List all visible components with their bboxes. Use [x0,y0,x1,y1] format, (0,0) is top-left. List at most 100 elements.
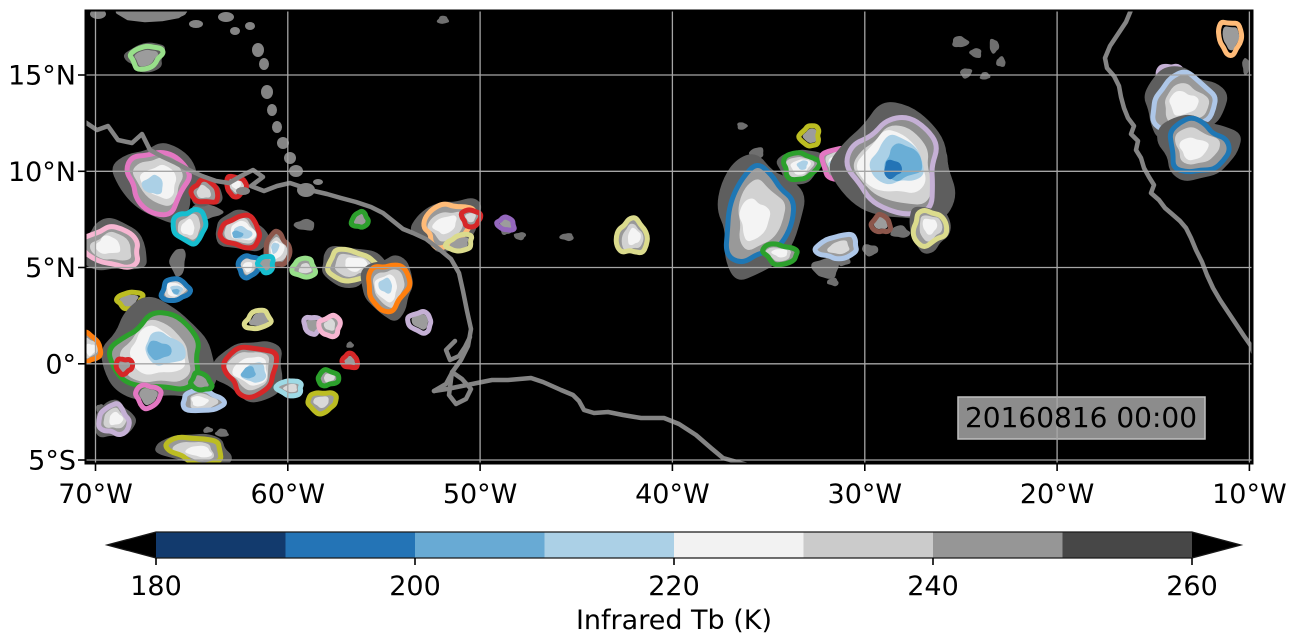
cluster-tb-fill [191,395,209,407]
island [284,152,296,164]
cluster-track-contour [289,255,319,280]
cluster-tb-fill [378,277,393,294]
cluster-tb-fill [411,314,429,330]
coastline [85,119,474,394]
cluster-tb-fill [95,235,121,254]
tracked-cluster [316,312,343,340]
tracked-cluster [273,378,304,399]
cluster-tb-fill [193,375,209,388]
cluster-track-contour [339,350,361,371]
y-tick-label: 5°N [25,253,76,284]
cluster-track-contour [273,378,304,399]
cluster-track-contour [221,344,280,400]
colorbar-segment [544,532,675,558]
cluster-track-contour [235,253,264,281]
cluster-tb-fill [1169,90,1199,116]
cluster-tb-fill [109,411,124,426]
cluster-track-contour [405,309,434,336]
colorbar-segment [933,532,1063,558]
y-tick-label: 10°N [8,157,76,188]
y-tick-label: 15°N [8,61,76,92]
x-tick-label: 30°W [828,479,903,510]
cluster-tb-fill [345,257,368,272]
cluster-track-contour [96,401,132,438]
colorbar-segment [674,532,804,558]
cluster-tb-fill [240,366,256,379]
cloud-gray-patch [214,428,229,437]
tracked-cluster [123,42,166,73]
cluster-track-contour [163,434,224,464]
island [261,85,273,99]
tracked-cluster [155,433,232,464]
coastline [115,10,188,23]
cluster-tb-fill [283,383,298,393]
x-tick-label: 60°W [251,479,326,510]
cluster-track-contour [188,369,215,393]
cloud-gray-patch [827,277,839,287]
x-tick-label: 70°W [58,479,133,510]
cloud-gray-patch [862,244,879,257]
tracked-cluster [613,215,650,256]
map-border [84,9,1254,465]
cluster-track-contour [106,310,201,392]
tracked-cluster [1216,19,1245,58]
tracked-cluster [94,399,137,438]
colorbar-tick-label: 180 [130,571,182,602]
tracked-cluster [776,149,825,185]
cloud-gray-patch [737,122,748,130]
cluster-track-contour [494,214,517,233]
colorbar-tick-label: 200 [389,571,441,602]
tracked-cluster [158,276,194,304]
colorbar-segment [415,532,545,558]
island [252,43,264,57]
coastline [443,334,473,363]
cluster-track-contour [910,208,950,249]
tracked-cluster [180,386,227,414]
cloud-gray-patch [811,257,839,279]
cluster-track-contour [868,211,893,235]
cloud-gray-patch [1242,57,1251,75]
colorbar-over-arrow [1192,532,1241,558]
cluster-tb-fill [627,227,641,246]
map-panel [85,10,1253,464]
colorbar-segment [803,532,934,558]
x-tick-label: 20°W [1020,479,1095,510]
island [259,58,269,70]
cluster-tb-fill [802,128,817,144]
cluster-track-contour [217,212,263,251]
cluster-tb-fill [432,215,457,235]
tracked-cluster [188,174,223,207]
cluster-track-contour [170,207,209,247]
cluster-tb-fill [180,218,195,236]
cloud-gray-patch [979,71,991,80]
tracked-cluster [405,309,434,336]
cluster-track-contour [760,241,800,268]
island [267,104,277,116]
tracked-cluster [868,211,893,235]
cluster-track-contour [188,176,221,205]
cluster-tb-fill [271,242,280,254]
island [313,179,323,185]
tracked-cluster [188,369,215,393]
cluster-tb-fill [232,230,244,239]
tracked-cluster [215,209,269,252]
cluster-track-contour [127,43,166,72]
colorbar-tick-label: 220 [648,571,700,602]
cluster-tb-fill [298,263,312,274]
cloud-gray-patch [996,56,1006,67]
island [230,27,240,35]
cloud-gray-patch [959,68,973,79]
coastline [431,375,753,464]
cloud-gray-patch [989,38,1000,54]
cluster-tb-fill [134,49,159,67]
colorbar: 180 200 220 240 260 [104,531,1244,602]
cluster-tb-fill [323,318,336,331]
colorbar-tick-label: 240 [907,571,959,602]
tracked-cluster [305,390,339,417]
tracked-cluster [348,208,371,230]
island [245,22,255,30]
cluster-tb-fill [141,174,163,195]
cluster-tb-fill [171,288,180,295]
